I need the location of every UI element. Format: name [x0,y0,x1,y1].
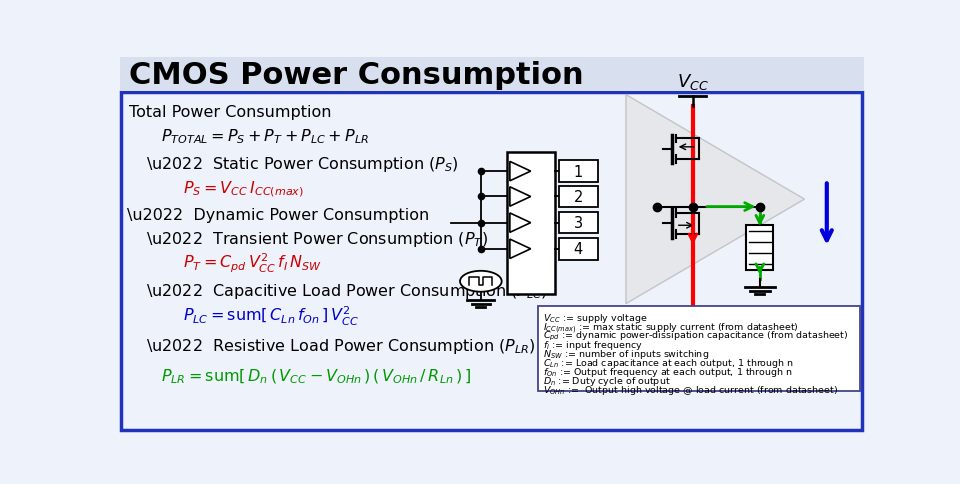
Text: $I_{CC(max)}$ := max static supply current (from datasheet): $I_{CC(max)}$ := max static supply curre… [543,320,799,335]
Text: \u2022  Static Power Consumption ($P_S$): \u2022 Static Power Consumption ($P_S$) [146,155,459,174]
Text: $P_S = V_{CC}\, I_{CC(max)}$: $P_S = V_{CC}\, I_{CC(max)}$ [183,179,304,198]
Text: $D_n$ := Duty cycle of output: $D_n$ := Duty cycle of output [543,375,671,388]
Text: $P_{TOTAL} = P_S + P_T + P_{LC} + P_{LR}$: $P_{TOTAL} = P_S + P_T + P_{LC} + P_{LR}… [161,127,369,146]
Text: $V_{CC}$ := supply voltage: $V_{CC}$ := supply voltage [543,312,648,324]
Polygon shape [510,162,531,182]
Text: \u2022  Transient Power Consumption ($P_T$): \u2022 Transient Power Consumption ($P_T… [146,229,488,248]
Text: \u2022  Capacitive Load Power Consumption ($P_{LC}$): \u2022 Capacitive Load Power Consumption… [146,282,548,301]
Bar [507,153,555,295]
Text: \u2022  Dynamic Power Consumption: \u2022 Dynamic Power Consumption [128,208,430,223]
Bar [747,226,773,271]
Bar [559,239,598,260]
Circle shape [460,271,502,292]
Text: $N_{SW}$ := number of inputs switching: $N_{SW}$ := number of inputs switching [543,348,709,361]
Polygon shape [626,95,804,304]
Text: $C_{pd}$ := dynamic power-dissipation capacitance (from datasheet): $C_{pd}$ := dynamic power-dissipation ca… [543,330,849,343]
Polygon shape [510,240,531,259]
Text: Total Power Consumption: Total Power Consumption [129,105,331,120]
Text: $C_{Ln}$ := Load capacitance at each output, 1 through n: $C_{Ln}$ := Load capacitance at each out… [543,357,795,370]
Text: $V_{CC}$: $V_{CC}$ [677,72,708,91]
Text: $P_{LR} = \mathrm{sum}[\, D_n\, (\, V_{CC} - V_{OHn}\, )\, (\, V_{OHn}\, /\, R_{: $P_{LR} = \mathrm{sum}[\, D_n\, (\, V_{C… [161,366,471,385]
Bar [539,306,859,392]
Text: \u2022  Resistive Load Power Consumption ($P_{LR}$): \u2022 Resistive Load Power Consumption … [146,336,536,355]
Polygon shape [510,187,531,207]
Text: $P_T = C_{pd}\, V_{CC}^{2}\, f_I\, N_{SW}$: $P_T = C_{pd}\, V_{CC}^{2}\, f_I\, N_{SW… [183,251,323,275]
Bar [559,212,598,234]
Bar [559,186,598,208]
Text: 2: 2 [574,190,583,205]
Text: $V_{OHn}$ :=  Output high voltage @ load current (from datasheet): $V_{OHn}$ := Output high voltage @ load … [543,384,838,397]
Text: 1: 1 [574,164,583,179]
Bar [559,161,598,182]
Text: $f_i$ := input frequency: $f_i$ := input frequency [543,339,643,351]
Text: 4: 4 [574,242,583,257]
Text: $f_{On}$ := Output frequency at each output, 1 through n: $f_{On}$ := Output frequency at each out… [543,365,793,378]
Text: CMOS Power Consumption: CMOS Power Consumption [129,60,584,90]
Text: 3: 3 [574,216,583,231]
Bar [120,58,864,91]
Text: $P_{LC} = \mathrm{sum}[\, C_{Ln}\, f_{On}\, ]\, V_{CC}^{2}$: $P_{LC} = \mathrm{sum}[\, C_{Ln}\, f_{On… [183,304,359,328]
Polygon shape [510,213,531,233]
